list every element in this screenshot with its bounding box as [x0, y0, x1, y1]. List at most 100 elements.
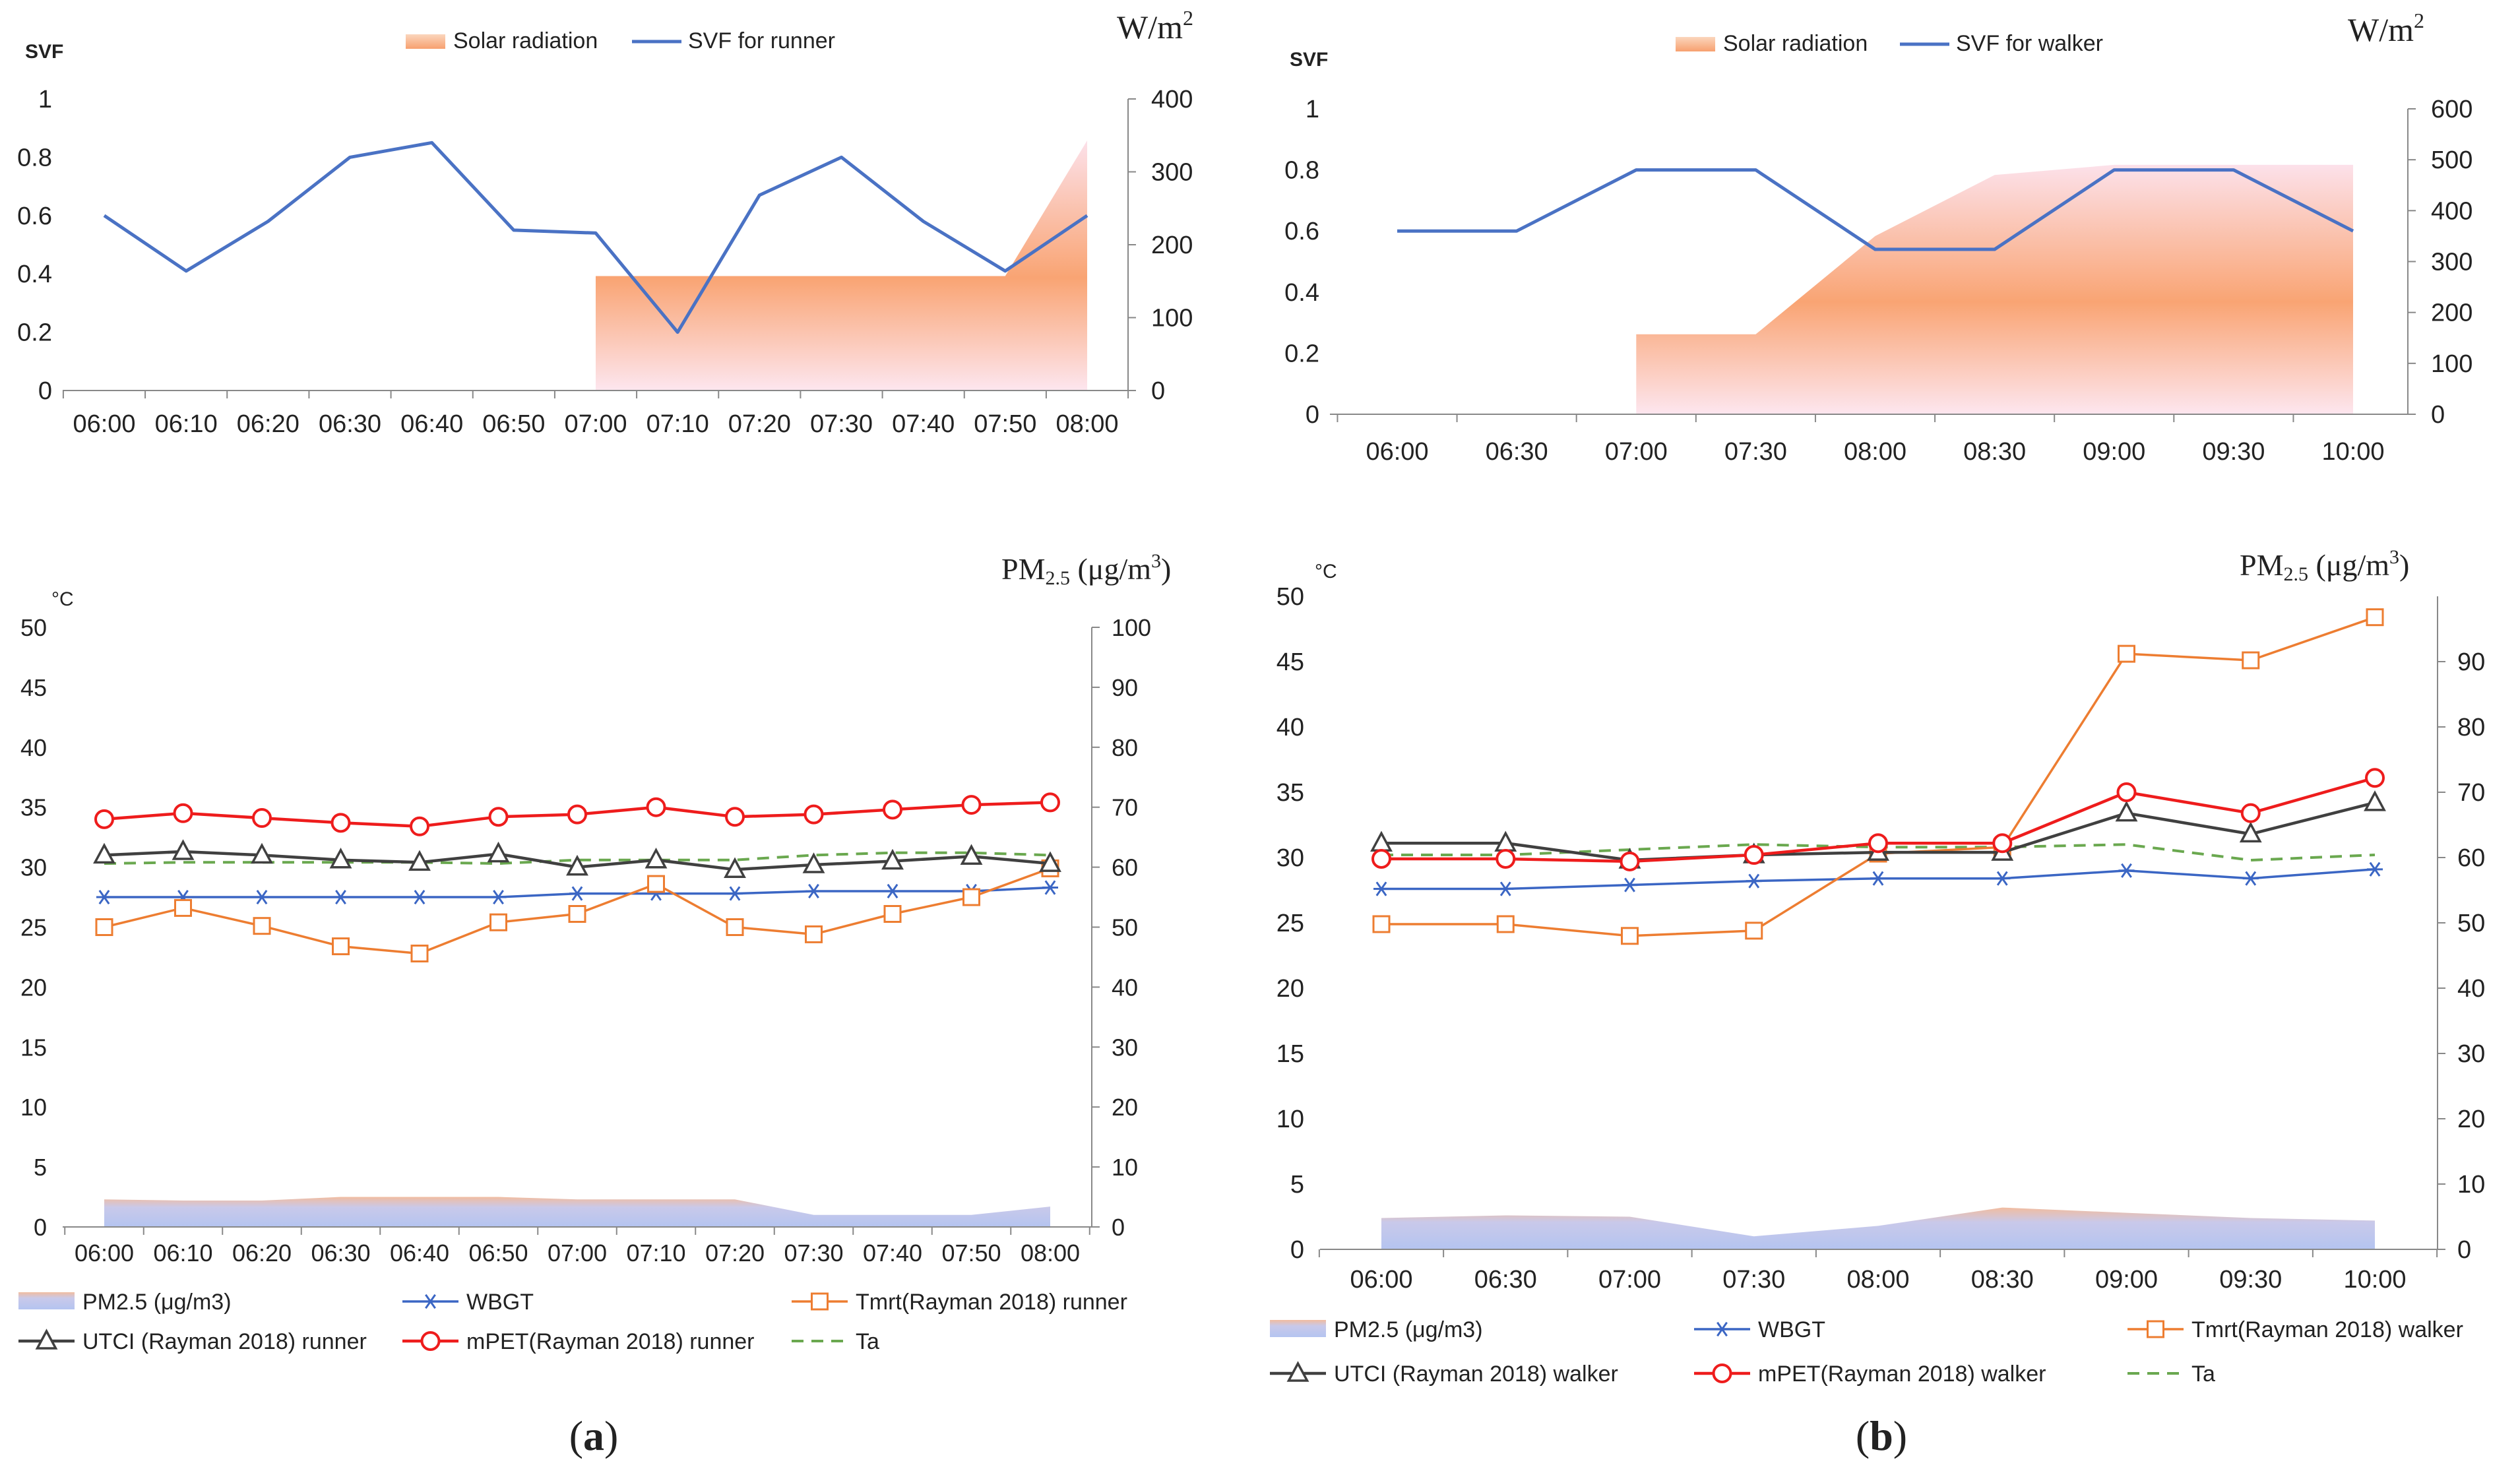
y-tick-label: 0.6 [17, 203, 52, 230]
y-tick-label: 40 [20, 734, 47, 761]
y2-tick-label: 600 [2431, 96, 2473, 123]
y-tick-label: 0.6 [1284, 218, 1319, 245]
legend-label: PM2.5 (μg/m3) [82, 1290, 232, 1315]
right-axis-label-sup: 3 [2389, 546, 2399, 568]
y-tick-label: 0 [38, 377, 52, 405]
solar-legend-label: Solar radiation [453, 28, 598, 53]
mpet-point [961, 795, 982, 815]
chart-b-svf-solar: 0 0.2 0.4 0.6 0.8 1 0 100 200 300 400 500 600 06:00 06… [1284, 9, 2473, 466]
x-tick-label: 06:30 [1474, 1266, 1537, 1294]
x-tick-label: 07:30 [1722, 1266, 1785, 1294]
x-tick-label: 07:30 [810, 410, 873, 438]
y-tick-label: 15 [20, 1034, 47, 1061]
panel-labels: (a) (b) [569, 1412, 1907, 1459]
x-tick-label: 07:10 [646, 410, 709, 438]
x-tick-label: 06:20 [232, 1239, 292, 1267]
solar-legend-label: Solar radiation [1723, 31, 1868, 56]
utci-point [802, 852, 825, 873]
y-tick-label: 10 [20, 1094, 47, 1121]
wbgt-point [1373, 881, 1389, 896]
panel-label-a: (a) [569, 1412, 619, 1459]
x-tick-label: 07:00 [1598, 1266, 1661, 1294]
right-axis-label-sup: 2 [2414, 9, 2424, 32]
y2-tick-label: 400 [2431, 197, 2473, 225]
right-axis-label-sub: 2.5 [2283, 563, 2308, 585]
tmrt-point [2242, 651, 2260, 670]
x-tick-label: 09:00 [2095, 1266, 2158, 1294]
y-tick-label: 15 [1276, 1040, 1304, 1068]
y2-tick-label: 10 [2457, 1171, 2485, 1199]
x-tick-label: 06:30 [1486, 438, 1548, 466]
solar-legend-swatch [406, 34, 445, 49]
y-tick-label: 35 [1276, 779, 1304, 807]
y2-tick-label: 20 [1112, 1094, 1138, 1121]
wbgt-point [2367, 861, 2383, 877]
svf-line [1397, 168, 2354, 251]
x-tick-label: 07:00 [564, 410, 627, 438]
legend: PM2.5 (μg/m3) WBGT Tmrt(Rayman 2018) runne… [18, 1290, 1127, 1354]
utci-point [724, 857, 746, 878]
utci-point [487, 841, 510, 863]
x-tick-label: 08:00 [1055, 410, 1118, 438]
wbgt-point [1870, 871, 1886, 886]
utci-point [35, 1329, 58, 1350]
wbgt-point [2242, 871, 2259, 886]
y2-tick-label: 70 [1112, 794, 1138, 821]
svf-legend-label: SVF for runner [688, 28, 835, 53]
wbgt-point [885, 883, 900, 899]
x-tick-label: 07:00 [1605, 438, 1668, 466]
left-axis-label: SVF [1290, 49, 1328, 71]
utci-point [566, 854, 588, 876]
legend: PM2.5 (μg/m3) WBGT Tmrt(Rayman 2018) walke… [1270, 1317, 2463, 1387]
pm25-legend-swatch [1270, 1320, 1326, 1337]
tmrt-point [332, 937, 350, 956]
y2-tick-label: 200 [2431, 299, 2473, 327]
y-tick-label: 1 [1306, 96, 1319, 123]
utci-point [2115, 800, 2138, 822]
left-axis-label: SVF [25, 41, 63, 63]
y-tick-label: 35 [20, 794, 47, 821]
left-axis-label: °C [51, 588, 74, 610]
x-tick-label: 10:00 [2321, 438, 2384, 466]
wbgt-point [422, 1294, 439, 1309]
tmrt-point [410, 944, 429, 962]
tmrt-point [726, 918, 744, 936]
y2-tick-label: 0 [2457, 1236, 2471, 1264]
x-tick-label: 06:40 [390, 1239, 449, 1267]
x-tick-label: 07:40 [863, 1239, 922, 1267]
y-tick-label: 5 [34, 1154, 47, 1181]
wbgt-point [727, 886, 743, 901]
mpet-point [420, 1331, 441, 1351]
y-tick-label: 25 [20, 914, 47, 941]
tmrt-point [95, 918, 113, 936]
right-axis-label-main: W/m [1117, 9, 1183, 46]
right-axis-label-sup: 3 [1151, 550, 1161, 572]
x-tick-label: 06:40 [400, 410, 463, 438]
y-tick-label: 10 [1276, 1106, 1304, 1133]
legend-label: Tmrt(Rayman 2018) runner [856, 1290, 1127, 1315]
mpet-point [2365, 768, 2385, 788]
tmrt-point [805, 925, 823, 943]
x-tick-label: 07:20 [705, 1239, 765, 1267]
mpet-point [1496, 848, 1516, 869]
legend-label: Ta [856, 1329, 879, 1354]
pm25-area [1381, 1207, 2375, 1249]
right-axis-label: W/m2 [2348, 9, 2424, 48]
mpet-point [173, 803, 193, 823]
right-axis-label-main: PM [2240, 548, 2283, 582]
x-tick-label: 07:40 [892, 410, 955, 438]
tmrt-point [1745, 922, 1763, 940]
y-tick-label: 5 [1290, 1171, 1304, 1199]
utci-point [1039, 851, 1061, 872]
utci-point [93, 842, 115, 864]
x-tick-label: 06:00 [73, 410, 135, 438]
x-tick-label: 06:10 [153, 1239, 212, 1267]
x-tick-label: 09:00 [2083, 438, 2145, 466]
right-axis-label: W/m2 [1117, 6, 1193, 46]
x-tick-label: 08:00 [1846, 1266, 1909, 1294]
y-tick-label: 20 [1276, 975, 1304, 1003]
chart-b-thermal-indices: 0 5 10 15 20 25 30 35 40 45 50 0 10 20 30 40 50 60 70 80 90 0… [1270, 546, 2485, 1387]
y2-tick-label: 0 [2431, 401, 2445, 429]
x-tick-label: 06:10 [155, 410, 218, 438]
mpet-point [488, 807, 509, 827]
